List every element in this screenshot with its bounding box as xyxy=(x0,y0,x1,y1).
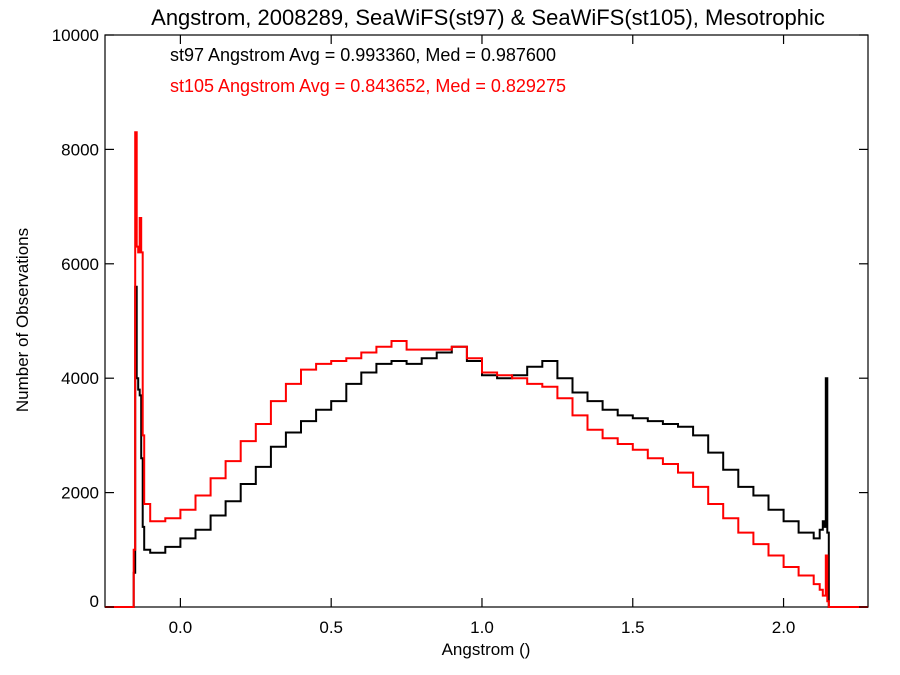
st105-stats-annotation: st105 Angstrom Avg = 0.843652, Med = 0.8… xyxy=(170,76,566,96)
y-tick-label-3: 6000 xyxy=(61,255,99,274)
x-tick-label-4: 2.0 xyxy=(772,618,796,637)
y-axis-label: Number of Observations xyxy=(13,228,32,412)
st97-stats-annotation: st97 Angstrom Avg = 0.993360, Med = 0.98… xyxy=(170,45,556,65)
x-tick-label-1: 0.5 xyxy=(319,618,343,637)
series-layer xyxy=(105,131,868,608)
x-axis-ticks: 0.0 0.5 1.0 1.5 2.0 xyxy=(169,35,796,637)
x-axis-label: Angstrom () xyxy=(442,640,531,659)
y-tick-label-0: 0 xyxy=(90,592,99,611)
chart-title: Angstrom, 2008289, SeaWiFS(st97) & SeaWi… xyxy=(151,5,825,30)
y-tick-label-4: 8000 xyxy=(61,140,99,159)
x-tick-label-0: 0.0 xyxy=(169,618,193,637)
x-tick-label-3: 1.5 xyxy=(621,618,645,637)
y-tick-label-2: 4000 xyxy=(61,369,99,388)
x-tick-label-2: 1.0 xyxy=(470,618,494,637)
y-axis-ticks: 0 2000 4000 6000 8000 10000 xyxy=(52,26,868,611)
y-tick-label-1: 2000 xyxy=(61,484,99,503)
series-line-0 xyxy=(105,285,868,608)
series-line-1 xyxy=(105,131,868,608)
plot-frame xyxy=(104,34,869,608)
y-tick-label-5: 10000 xyxy=(52,26,99,45)
